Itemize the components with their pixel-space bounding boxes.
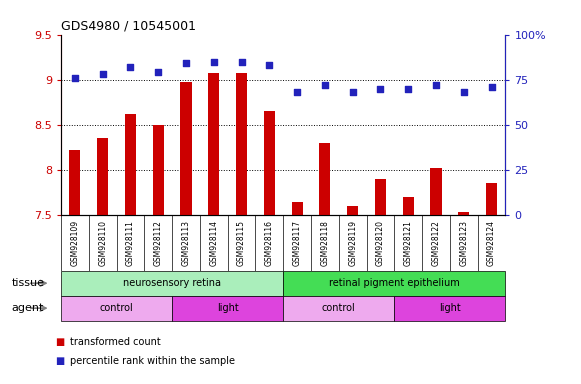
Point [98, 71, 107, 77]
Text: GSM928109: GSM928109 [70, 220, 80, 266]
Text: agent: agent [12, 303, 44, 313]
Text: GSM928115: GSM928115 [237, 220, 246, 266]
Text: GSM928114: GSM928114 [209, 220, 218, 266]
Text: retinal pigment epithelium: retinal pigment epithelium [329, 278, 460, 288]
Text: GSM928123: GSM928123 [460, 220, 468, 266]
Bar [283, 296, 394, 321]
Point [70, 75, 80, 81]
Bar [125, 114, 136, 215]
Text: GSM928110: GSM928110 [98, 220, 107, 266]
Text: GSM928118: GSM928118 [320, 220, 329, 266]
Text: GSM928119: GSM928119 [348, 220, 357, 266]
Bar [172, 296, 283, 321]
Text: transformed count: transformed count [70, 337, 160, 347]
Text: GSM928112: GSM928112 [154, 220, 163, 266]
Bar [347, 206, 358, 215]
Bar [486, 184, 497, 215]
Text: light: light [439, 303, 461, 313]
Point [153, 70, 163, 76]
Text: GSM928121: GSM928121 [404, 220, 413, 266]
Bar [153, 125, 164, 215]
Bar [61, 296, 172, 321]
Text: light: light [217, 303, 239, 313]
Point [209, 59, 218, 65]
Point [487, 84, 496, 90]
Text: GSM928113: GSM928113 [181, 220, 191, 266]
Point [292, 89, 302, 95]
Text: neurosensory retina: neurosensory retina [123, 278, 221, 288]
Bar [458, 212, 469, 215]
Bar [375, 179, 386, 215]
Point [459, 89, 468, 95]
Text: GDS4980 / 10545001: GDS4980 / 10545001 [61, 19, 196, 32]
Bar [320, 143, 331, 215]
Bar [264, 111, 275, 215]
Bar [208, 73, 220, 215]
Text: GSM928124: GSM928124 [487, 220, 496, 266]
Point [376, 86, 385, 92]
Bar [403, 197, 414, 215]
Text: GSM928122: GSM928122 [432, 220, 440, 266]
Text: tissue: tissue [12, 278, 45, 288]
Bar [69, 150, 80, 215]
Point [237, 59, 246, 65]
Bar [283, 271, 505, 296]
Text: GSM928120: GSM928120 [376, 220, 385, 266]
Text: GSM928111: GSM928111 [126, 220, 135, 266]
Text: percentile rank within the sample: percentile rank within the sample [70, 356, 235, 366]
Point [265, 62, 274, 68]
Bar [97, 138, 108, 215]
Point [181, 60, 191, 66]
Text: control: control [322, 303, 356, 313]
Point [126, 64, 135, 70]
Text: GSM928117: GSM928117 [293, 220, 302, 266]
Bar [181, 83, 192, 215]
Text: ■: ■ [55, 356, 64, 366]
Bar [236, 73, 247, 215]
Text: GSM928116: GSM928116 [265, 220, 274, 266]
Bar [431, 168, 442, 215]
Bar [61, 271, 283, 296]
Text: ■: ■ [55, 337, 64, 347]
Bar [394, 296, 505, 321]
Bar [292, 202, 303, 215]
Point [320, 82, 329, 88]
Text: control: control [100, 303, 134, 313]
Point [431, 82, 440, 88]
Point [348, 89, 357, 95]
Point [404, 86, 413, 92]
